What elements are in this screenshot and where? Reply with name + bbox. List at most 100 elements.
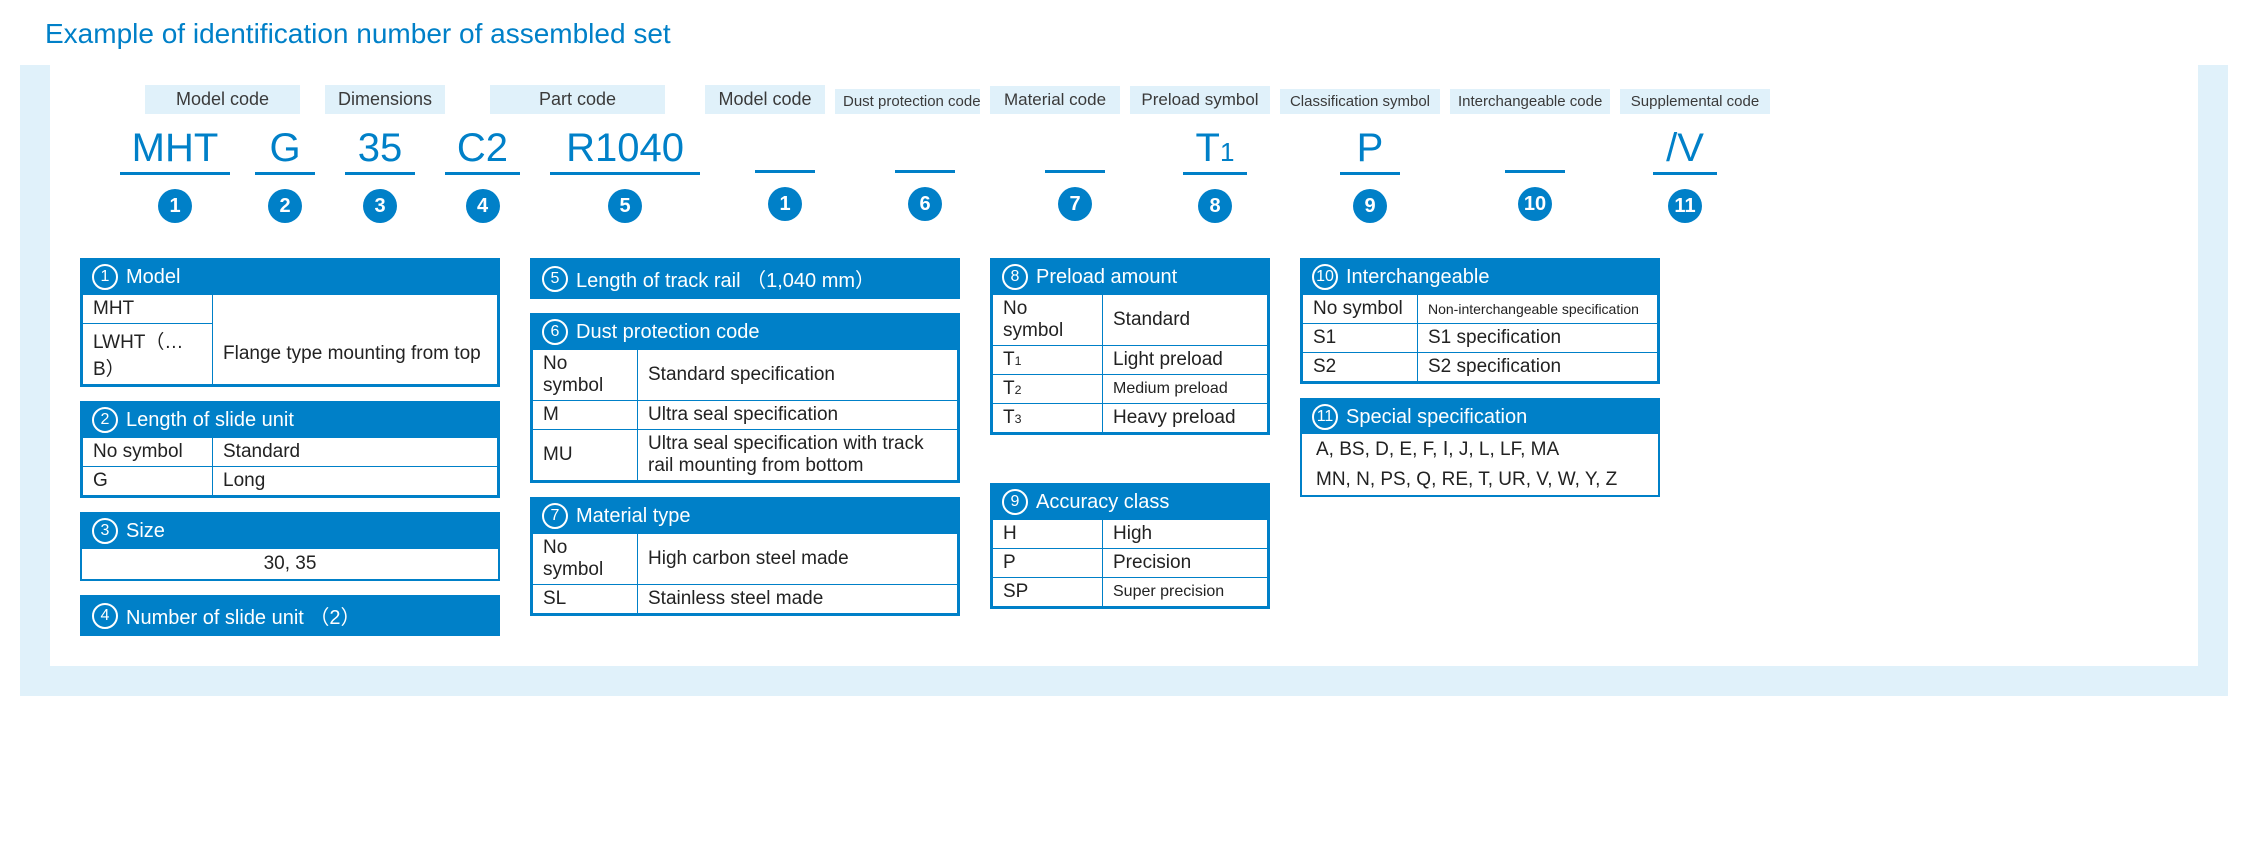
label-dust: Dust protection code: [835, 89, 980, 114]
circle-8-icon: 8: [1002, 264, 1028, 290]
t1-r2c1: LWHT（…B）: [83, 324, 213, 385]
t2-r1c1: No symbol: [83, 438, 213, 467]
t9-r2c1: P: [993, 549, 1103, 578]
label-model-code: Model code: [145, 85, 300, 114]
t7-title: Material type: [576, 505, 691, 528]
t10-title: Interchangeable: [1346, 266, 1489, 289]
table-num-slide-header: 4 Number of slide unit （2）: [82, 597, 498, 634]
t6-r1c1: No symbol: [533, 350, 638, 401]
table-preload: 8 Preload amount No symbol Standard T1 L…: [990, 258, 1270, 435]
t6-r1c2: Standard specification: [638, 350, 958, 401]
t8-r4c1: T3: [993, 404, 1103, 433]
circle-2-icon: 2: [92, 407, 118, 433]
circle-11-icon: 11: [1312, 404, 1338, 430]
table-material-header: 7 Material type: [532, 499, 958, 533]
t11-line2: MN, N, PS, Q, RE, T, UR, V, W, Y, Z: [1302, 465, 1658, 495]
t8-r4c2: Heavy preload: [1103, 404, 1268, 433]
t1-r1c1: MHT: [83, 295, 213, 324]
table-special: 11 Special specification A, BS, D, E, F,…: [1300, 398, 1660, 497]
table-material: 7 Material type No symbol High carbon st…: [530, 497, 960, 616]
t7-r1c2: High carbon steel made: [638, 534, 958, 585]
table-size: 3 Size 30, 35: [80, 512, 500, 581]
label-preload: Preload symbol: [1130, 86, 1270, 114]
table-dust-header: 6 Dust protection code: [532, 315, 958, 349]
code-t1: T1: [1183, 126, 1247, 175]
t10-r1c1: No symbol: [1303, 295, 1418, 324]
code-t1-main: T: [1196, 126, 1220, 170]
badge-11: 10: [1518, 187, 1552, 221]
table-model: 1 Model MHT LWHT（…B） Flange type mountin…: [80, 258, 500, 387]
table-model-header: 1 Model: [82, 260, 498, 294]
code-c2: C2: [445, 126, 520, 175]
code-empty-2: [895, 126, 955, 173]
badge-8: 7: [1058, 187, 1092, 221]
t6-r3c1: MU: [533, 430, 638, 481]
t6-r3c2: Ultra seal specification with track rail…: [638, 430, 958, 481]
col-2: 5 Length of track rail （1,040 mm） 6 Dust…: [530, 258, 960, 616]
table-accuracy-header: 9 Accuracy class: [992, 485, 1268, 519]
diagram-container: Example of identification number of asse…: [20, 10, 2228, 696]
circle-1-icon: 1: [92, 264, 118, 290]
code-empty-3: [1045, 126, 1105, 173]
code-r1040: R1040: [550, 126, 700, 175]
t8-r3c2: Medium preload: [1103, 375, 1268, 404]
badge-9: 8: [1198, 189, 1232, 223]
t9-r3c2: Super precision: [1103, 578, 1268, 607]
t2-title: Length of slide unit: [126, 409, 294, 432]
seg-8: 7: [1035, 126, 1115, 223]
t6-r2c2: Ultra seal specification: [638, 401, 958, 430]
table-num-slide: 4 Number of slide unit （2）: [80, 595, 500, 636]
t9-r1c1: H: [993, 520, 1103, 549]
t7-r1c1: No symbol: [533, 534, 638, 585]
codes-and-badges: MHT 1 G 2 35 3 C2 4: [80, 126, 2168, 223]
tables-area: 1 Model MHT LWHT（…B） Flange type mountin…: [80, 258, 2168, 636]
t11-title: Special specification: [1346, 406, 1527, 429]
table-model-title: Model: [126, 266, 180, 289]
t7-r2c2: Stainless steel made: [638, 585, 958, 614]
col-3: 8 Preload amount No symbol Standard T1 L…: [990, 258, 1270, 609]
code-35: 35: [345, 126, 415, 175]
badge-5: 5: [608, 189, 642, 223]
table-length-slide-header: 2 Length of slide unit: [82, 403, 498, 437]
code-t1-sub: 1: [1220, 137, 1234, 167]
label-supplemental: Supplemental code: [1620, 89, 1770, 114]
diagram-inner: Model code Dimensions Part code Model co…: [50, 65, 2198, 666]
col-4: 10 Interchangeable No symbol Non-interch…: [1300, 258, 1660, 497]
t10-r3c2: S2 specification: [1418, 353, 1658, 382]
seg-1: MHT 1: [120, 126, 230, 223]
badge-2: 2: [268, 189, 302, 223]
badge-6: 1: [768, 187, 802, 221]
diagram-title: Example of identification number of asse…: [20, 10, 2228, 65]
code-mht: MHT: [120, 126, 230, 175]
table-special-header: 11 Special specification: [1302, 400, 1658, 434]
t11-line1: A, BS, D, E, F, Ⅰ, J, L, LF, MA: [1302, 434, 1658, 465]
badge-12: 11: [1668, 189, 1702, 223]
t9-r2c2: Precision: [1103, 549, 1268, 578]
t8-title: Preload amount: [1036, 266, 1177, 289]
t9-r3c1: SP: [993, 578, 1103, 607]
seg-6: 1: [745, 126, 825, 223]
circle-5-icon: 5: [542, 266, 568, 292]
t8-r2c2: Light preload: [1103, 346, 1268, 375]
circle-7-icon: 7: [542, 503, 568, 529]
label-material: Material code: [990, 86, 1120, 114]
seg-2: G 2: [255, 126, 315, 223]
t10-r2c1: S1: [1303, 324, 1418, 353]
t9-r1c2: High: [1103, 520, 1268, 549]
t3-title: Size: [126, 520, 165, 543]
label-model-code-2: Model code: [705, 85, 825, 114]
t1-merge: Flange type mounting from top: [213, 324, 498, 385]
t6-r2c1: M: [533, 401, 638, 430]
seg-9: T1 8: [1175, 126, 1255, 223]
table-rail-length: 5 Length of track rail （1,040 mm）: [530, 258, 960, 299]
label-part-code: Part code: [490, 85, 665, 114]
seg-12: /V 11: [1645, 126, 1725, 223]
t4-title: Number of slide unit （2）: [126, 601, 361, 630]
table-dust: 6 Dust protection code No symbol Standar…: [530, 313, 960, 483]
seg-7: 6: [885, 126, 965, 223]
t8-r3c1: T2: [993, 375, 1103, 404]
table-interchangeable: 10 Interchangeable No symbol Non-interch…: [1300, 258, 1660, 384]
badge-7: 6: [908, 187, 942, 221]
circle-4-icon: 4: [92, 603, 118, 629]
circle-6-icon: 6: [542, 319, 568, 345]
